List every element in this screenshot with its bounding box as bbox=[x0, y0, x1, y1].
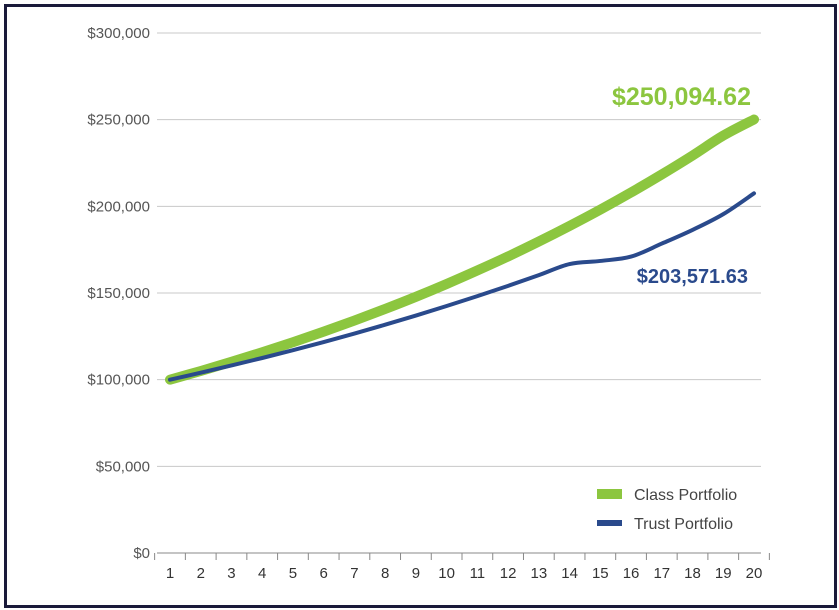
line-chart: $0 $50,000 $100,000 $150,000 $200,000 $250,00… bbox=[87, 25, 770, 582]
legend-swatch bbox=[597, 520, 622, 526]
x-tick-label: 17 bbox=[653, 565, 670, 582]
series-line-trust-portfolio bbox=[168, 191, 756, 382]
series-group bbox=[165, 114, 759, 385]
y-tick-label: $250,000 bbox=[87, 112, 150, 129]
legend-label: Class Portfolio bbox=[634, 487, 737, 504]
x-tick-label: 1 bbox=[166, 565, 174, 582]
grid-lines bbox=[157, 32, 761, 467]
x-tick-label: 7 bbox=[350, 565, 358, 582]
x-tick-label: 3 bbox=[227, 565, 235, 582]
y-tick-label: $50,000 bbox=[96, 458, 150, 475]
x-tick-label: 20 bbox=[746, 565, 763, 582]
series-line-class-portfolio bbox=[165, 114, 759, 385]
legend-item: Class Portfolio bbox=[597, 487, 737, 504]
x-tick-label: 8 bbox=[381, 565, 389, 582]
y-tick-label: $150,000 bbox=[87, 285, 150, 302]
x-tick-label: 13 bbox=[530, 565, 547, 582]
y-tick-label: $0 bbox=[133, 545, 150, 562]
x-tick-label: 11 bbox=[470, 565, 486, 582]
x-tick-label: 18 bbox=[684, 565, 701, 582]
y-tick-label: $300,000 bbox=[87, 25, 150, 42]
x-tick-label: 2 bbox=[197, 565, 205, 582]
trust-portfolio-end-label: $203,571.63 bbox=[637, 266, 748, 288]
x-tick-label: 16 bbox=[623, 565, 640, 582]
x-tick-label: 5 bbox=[289, 565, 297, 582]
chart-frame: $0 $50,000 $100,000 $150,000 $200,000 $250,00… bbox=[4, 4, 837, 608]
y-tick-label: $200,000 bbox=[87, 198, 150, 215]
x-tick-label: 10 bbox=[438, 565, 455, 582]
end-labels: $250,094.62 $203,571.63 bbox=[612, 83, 751, 288]
legend-label: Trust Portfolio bbox=[634, 516, 733, 533]
class-portfolio-end-label: $250,094.62 bbox=[612, 83, 751, 111]
x-tick-label: 9 bbox=[412, 565, 420, 582]
legend-swatch bbox=[597, 489, 622, 499]
x-tick-label: 4 bbox=[258, 565, 266, 582]
legend: Class Portfolio Trust Portfolio bbox=[597, 487, 737, 533]
legend-item: Trust Portfolio bbox=[597, 516, 733, 533]
y-tick-label: $100,000 bbox=[87, 372, 150, 389]
x-tick-label: 14 bbox=[561, 565, 578, 582]
x-tick-label: 19 bbox=[715, 565, 732, 582]
x-tick-label: 12 bbox=[500, 565, 517, 582]
axes: $0 $50,000 $100,000 $150,000 $200,000 $250,00… bbox=[87, 25, 770, 582]
x-tick-label: 15 bbox=[592, 565, 609, 582]
x-tick-label: 6 bbox=[320, 565, 328, 582]
